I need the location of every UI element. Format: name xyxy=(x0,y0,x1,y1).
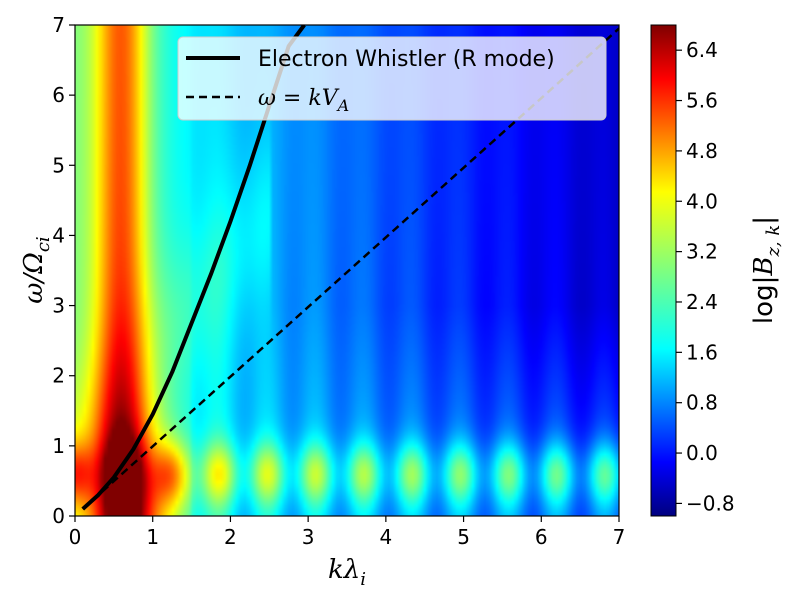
x-tick-label: 0 xyxy=(69,525,82,549)
x-tick-label: 3 xyxy=(302,525,315,549)
y-tick-label: 3 xyxy=(52,294,65,318)
x-axis-label: kλi xyxy=(328,555,366,590)
x-tick-label: 4 xyxy=(379,525,392,549)
x-tick-label: 7 xyxy=(613,525,626,549)
y-axis-label: ω/Ωci xyxy=(19,236,54,303)
colorbar-ticks: −0.8 0.0 0.8 1.6 2.4 3.2 4.0 4.8 5.6 6.4 xyxy=(676,38,735,515)
colorbar-tick-label: 2.4 xyxy=(686,290,718,314)
legend: Electron Whistler (R mode) ω = kVA xyxy=(177,36,607,121)
svg-text:log|Bz, k|: log|Bz, k| xyxy=(749,216,784,324)
legend-box xyxy=(177,36,607,121)
colorbar-gradient xyxy=(650,24,677,517)
colorbar-tick-label: 0.8 xyxy=(686,391,718,415)
colorbar-tick-label: 5.6 xyxy=(686,89,718,113)
y-tick-label: 6 xyxy=(52,83,65,107)
colorbar-tick-label: 3.2 xyxy=(686,240,718,264)
x-tick-label: 1 xyxy=(146,525,159,549)
y-tick-label: 5 xyxy=(52,153,65,177)
colorbar-tick-label: −0.8 xyxy=(686,491,735,515)
y-tick-label: 4 xyxy=(52,223,65,247)
y-axis: 0 1 2 3 4 5 6 7 xyxy=(52,13,75,528)
y-tick-label: 7 xyxy=(52,13,65,37)
colorbar-tick-label: 0.0 xyxy=(686,441,718,465)
x-tick-label: 6 xyxy=(535,525,548,549)
y-tick-label: 1 xyxy=(52,434,65,458)
legend-label-alfven: ω = kVA xyxy=(258,86,349,115)
legend-label-whistler: Electron Whistler (R mode) xyxy=(258,47,555,72)
y-tick-label: 0 xyxy=(52,504,65,528)
colorbar-tick-label: 4.0 xyxy=(686,189,718,213)
colorbar-tick-label: 6.4 xyxy=(686,38,718,62)
colorbar-tick-label: 1.6 xyxy=(686,340,718,364)
x-tick-label: 2 xyxy=(224,525,237,549)
colorbar: −0.8 0.0 0.8 1.6 2.4 3.2 4.0 4.8 5.6 6.4 log|Bz, … xyxy=(650,24,784,517)
y-tick-label: 2 xyxy=(52,364,65,388)
colorbar-tick-label: 4.8 xyxy=(686,139,718,163)
x-axis: 0 1 2 3 4 5 6 7 xyxy=(69,516,626,549)
colorbar-label: log|Bz, k| xyxy=(749,216,784,324)
plot-frame xyxy=(74,24,620,517)
x-tick-label: 5 xyxy=(457,525,470,549)
svg-text:ω/Ωci: ω/Ωci xyxy=(19,236,54,303)
